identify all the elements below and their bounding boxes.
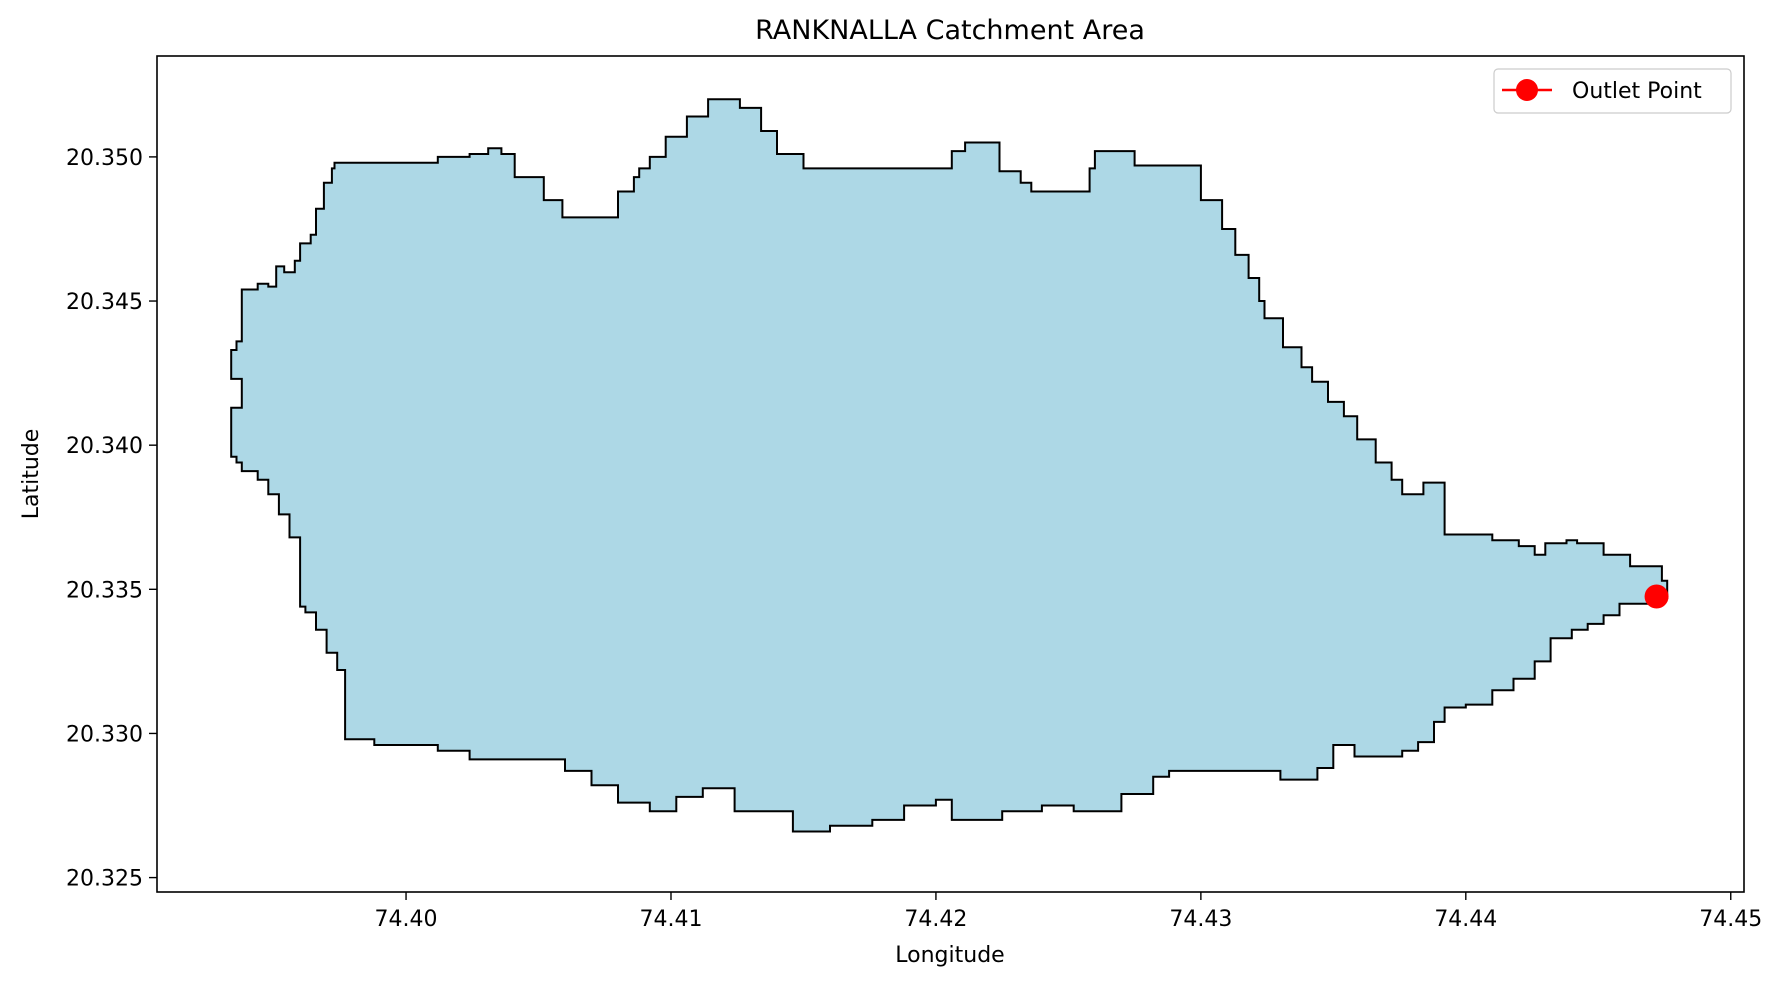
x-tick-label: 74.42 — [904, 907, 967, 932]
y-tick-label: 20.330 — [66, 722, 143, 747]
y-tick-label: 20.335 — [66, 578, 143, 603]
y-tick-label: 20.345 — [66, 290, 143, 315]
x-axis: 74.40 74.41 74.42 74.43 74.44 74.45 — [375, 892, 1762, 932]
x-tick-label: 74.40 — [375, 907, 438, 932]
legend-outlet-label: Outlet Point — [1572, 79, 1702, 104]
chart-title: RANKNALLA Catchment Area — [755, 15, 1145, 46]
outlet-point-marker — [1644, 584, 1669, 609]
catchment-polygon — [230, 98, 1669, 833]
y-tick-label: 20.340 — [66, 434, 143, 459]
x-tick-label: 74.44 — [1434, 907, 1497, 932]
y-tick-label: 20.325 — [66, 867, 143, 892]
outlet-layer — [1644, 584, 1669, 609]
x-axis-label: Longitude — [895, 943, 1004, 968]
x-tick-label: 74.43 — [1169, 907, 1232, 932]
y-axis: 20.325 20.330 20.335 20.340 20.345 20.350 — [66, 146, 157, 892]
legend: Outlet Point — [1493, 68, 1732, 114]
axes-frame — [156, 55, 1745, 893]
y-tick-label: 20.350 — [66, 146, 143, 171]
legend-box — [1493, 68, 1732, 114]
legend-outlet-marker — [1516, 79, 1538, 101]
x-tick-label: 74.45 — [1699, 907, 1762, 932]
x-tick-label: 74.41 — [639, 907, 702, 932]
y-axis-label: Latitude — [19, 429, 44, 520]
plot-area — [230, 98, 1669, 833]
